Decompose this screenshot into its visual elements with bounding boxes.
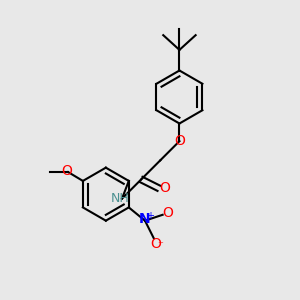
Text: O: O <box>61 164 72 178</box>
Text: +: + <box>146 211 154 221</box>
Text: O: O <box>163 206 173 220</box>
Text: O: O <box>159 181 170 195</box>
Text: O: O <box>174 134 185 148</box>
Text: O: O <box>150 237 161 251</box>
Text: NH: NH <box>111 192 130 205</box>
Text: N: N <box>139 212 151 226</box>
Text: ⁻: ⁻ <box>158 241 163 251</box>
